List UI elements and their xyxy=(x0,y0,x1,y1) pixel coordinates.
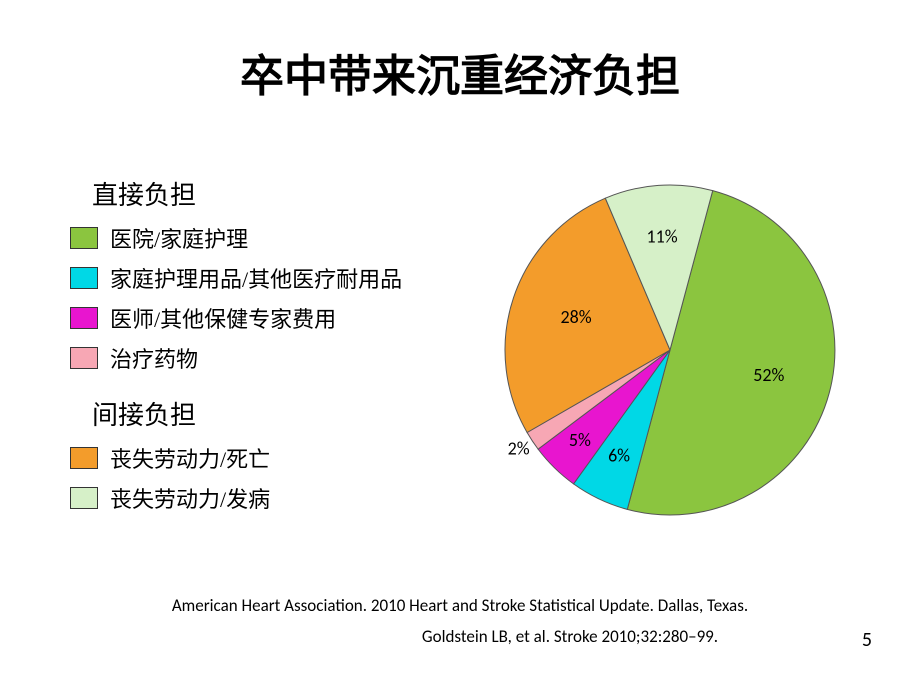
pie-slice-label: 2% xyxy=(508,437,530,459)
pie-slice-label: 6% xyxy=(608,445,630,467)
citation-line1: American Heart Association. 2010 Heart a… xyxy=(0,592,920,619)
legend-label: 丧失劳动力/死亡 xyxy=(110,442,270,474)
legend-item: 医师/其他保健专家费用 xyxy=(70,302,402,334)
citation: American Heart Association. 2010 Heart a… xyxy=(0,592,920,650)
legend-indirect: 间接负担 丧失劳动力/死亡 丧失劳动力/发病 xyxy=(70,395,270,522)
legend-label: 医师/其他保健专家费用 xyxy=(110,302,336,334)
swatch-icon xyxy=(70,307,98,329)
pie-slice-label: 11% xyxy=(647,225,678,247)
slide-title: 卒中带来沉重经济负担 xyxy=(0,40,920,104)
swatch-icon xyxy=(70,447,98,469)
pie-slice-label: 52% xyxy=(753,364,784,386)
page-number: 5 xyxy=(862,628,872,652)
legend-indirect-header: 间接负担 xyxy=(92,395,270,432)
pie-chart: 52% 6% 5% 2% 28% 11% xyxy=(480,180,860,520)
legend-label: 丧失劳动力/发病 xyxy=(110,482,270,514)
legend-item: 丧失劳动力/死亡 xyxy=(70,442,270,474)
pie-slice-label: 28% xyxy=(561,306,592,328)
legend-label: 家庭护理用品/其他医疗耐用品 xyxy=(110,262,402,294)
pie-slice-label: 5% xyxy=(569,429,591,451)
citation-line2: Goldstein LB, et al. Stroke 2010;32:280–… xyxy=(0,623,920,650)
legend-item: 治疗药物 xyxy=(70,342,402,374)
pie-svg: 52% 6% 5% 2% 28% 11% xyxy=(480,180,860,520)
swatch-icon xyxy=(70,267,98,289)
legend-item: 医院/家庭护理 xyxy=(70,222,402,254)
swatch-icon xyxy=(70,227,98,249)
slide: 卒中带来沉重经济负担 直接负担 医院/家庭护理 家庭护理用品/其他医疗耐用品 医… xyxy=(0,0,920,690)
legend-label: 医院/家庭护理 xyxy=(110,222,248,254)
swatch-icon xyxy=(70,487,98,509)
swatch-icon xyxy=(70,347,98,369)
legend-item: 丧失劳动力/发病 xyxy=(70,482,270,514)
legend-label: 治疗药物 xyxy=(110,342,198,374)
legend-item: 家庭护理用品/其他医疗耐用品 xyxy=(70,262,402,294)
legend-direct: 直接负担 医院/家庭护理 家庭护理用品/其他医疗耐用品 医师/其他保健专家费用 … xyxy=(70,175,402,382)
legend-direct-header: 直接负担 xyxy=(92,175,402,212)
